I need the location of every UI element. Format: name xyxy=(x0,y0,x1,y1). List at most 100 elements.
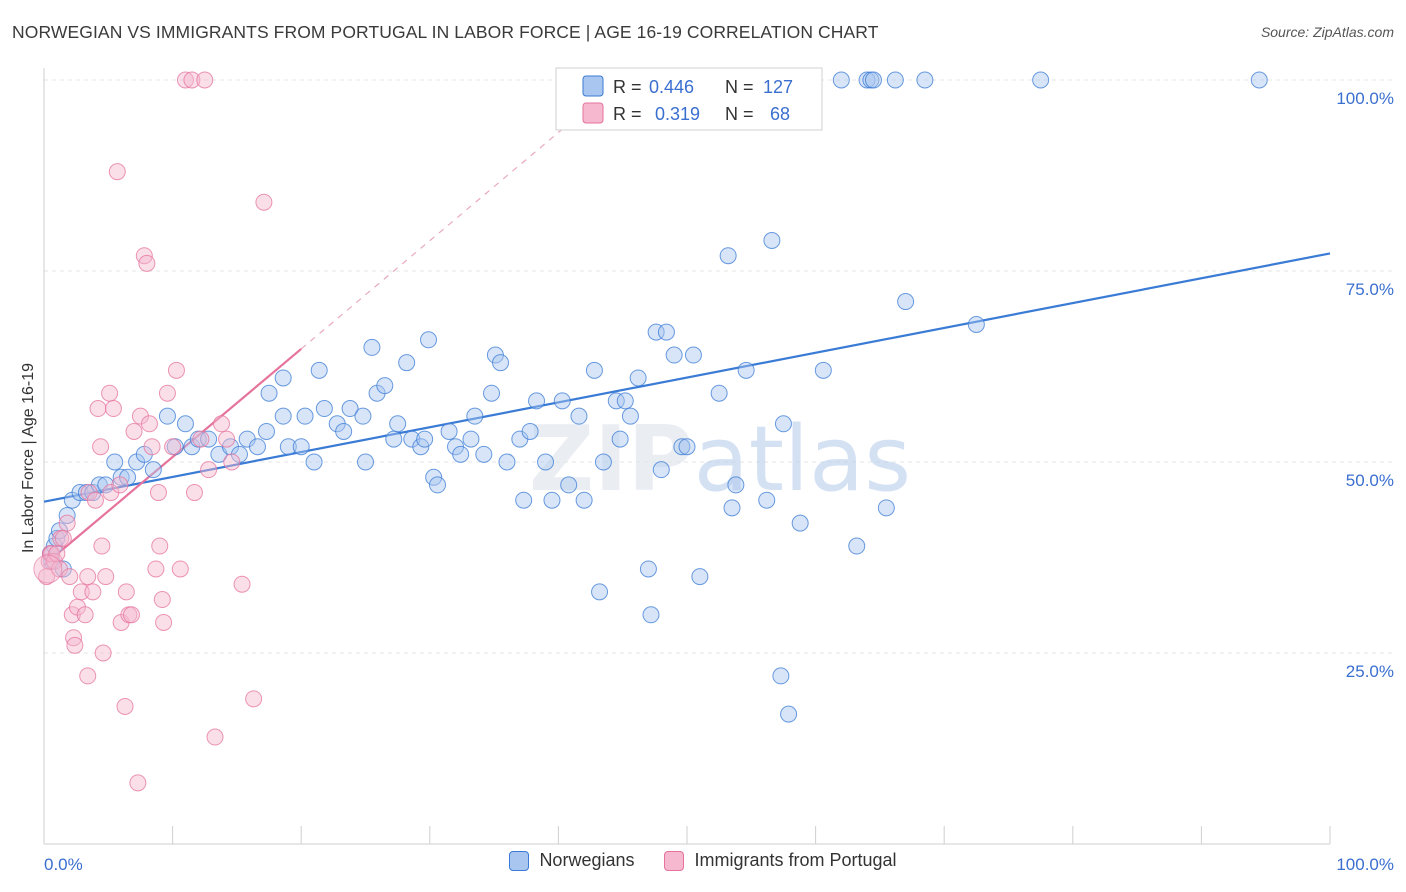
norwegians-point-76 xyxy=(575,491,593,509)
trend-line-norwegians xyxy=(43,252,1331,503)
portugal-point-10 xyxy=(61,568,79,586)
portugal-point-20 xyxy=(84,583,102,601)
norwegians-point-97 xyxy=(723,499,741,517)
portugal-point-50 xyxy=(164,438,182,456)
norwegians-point-75 xyxy=(570,407,588,425)
norwegians-point-56 xyxy=(429,476,447,494)
norwegians-point-84 xyxy=(629,369,647,387)
portugal-point-45 xyxy=(149,484,167,502)
norwegians-point-13 xyxy=(106,453,124,471)
portugal-point-33 xyxy=(116,697,134,715)
norwegians-point-90 xyxy=(665,346,683,364)
norwegians-point-35 xyxy=(292,438,310,456)
norwegians-point-72 xyxy=(543,491,561,509)
norwegians-point-30 xyxy=(257,422,275,440)
x-tick-label-min: 0.0% xyxy=(44,855,83,874)
norwegians-point-86 xyxy=(642,606,660,624)
norwegians-point-38 xyxy=(310,361,328,379)
portugal-point-48 xyxy=(155,613,173,631)
norwegians-point-79 xyxy=(594,453,612,471)
legend-label-norwegians: Norwegians xyxy=(539,850,635,870)
norwegians-point-18 xyxy=(144,461,162,479)
norwegians-point-54 xyxy=(420,331,438,349)
legend-item-norwegians[interactable]: Norwegians xyxy=(509,850,634,871)
norwegians-point-112 xyxy=(877,499,895,517)
norwegians-point-53 xyxy=(416,430,434,448)
portugal-point-58 xyxy=(200,461,218,479)
norwegians-point-47 xyxy=(376,377,394,395)
norwegians-point-115 xyxy=(916,71,934,89)
norwegians-point-52 xyxy=(412,438,430,456)
legend-item-portugal[interactable]: Immigrants from Portugal xyxy=(664,850,897,871)
norwegians-point-36 xyxy=(296,407,314,425)
norwegians-point-37 xyxy=(305,453,323,471)
portugal-point-51 xyxy=(167,361,185,379)
x-tick-label-max: 100.0% xyxy=(1336,855,1394,874)
portugal-point-36 xyxy=(122,606,140,624)
portugal-point-57 xyxy=(196,71,214,89)
portugal-point-43 xyxy=(143,438,161,456)
norwegians-point-73 xyxy=(553,392,571,410)
norwegians-point-61 xyxy=(466,407,484,425)
watermark: ZIPatlas xyxy=(529,407,911,512)
norwegians-point-116 xyxy=(967,315,985,333)
norwegians-point-43 xyxy=(354,407,372,425)
portugal-point-26 xyxy=(97,568,115,586)
norwegians-point-107 xyxy=(832,71,850,89)
trend-lines xyxy=(43,88,1331,566)
portugal-cluster-point xyxy=(33,554,63,584)
norwegians-point-59 xyxy=(452,445,470,463)
norwegians-point-45 xyxy=(363,338,381,356)
norwegians-point-42 xyxy=(341,400,359,418)
portugal-point-13 xyxy=(66,636,84,654)
portugal-point-22 xyxy=(89,400,107,418)
y-tick-label-50: 50.0% xyxy=(1346,471,1394,490)
portugal-point-24 xyxy=(93,537,111,555)
norwegians-point-82 xyxy=(616,392,634,410)
portugal-point-64 xyxy=(245,690,263,708)
portugal-point-8 xyxy=(54,529,72,547)
norwegians-point-21 xyxy=(176,415,194,433)
legend-r-value-2: 0.319 xyxy=(655,104,700,124)
portugal-point-18 xyxy=(79,667,97,685)
portugal-point-42 xyxy=(140,415,158,433)
norwegians-point-94 xyxy=(691,568,709,586)
norwegians-point-49 xyxy=(389,415,407,433)
legend-swatch-norwegians xyxy=(582,75,604,97)
portugal-point-55 xyxy=(185,484,203,502)
norwegians-point-95 xyxy=(710,384,728,402)
norwegians-point-62 xyxy=(475,445,493,463)
watermark-atlas: atlas xyxy=(694,407,912,512)
portugal-point-53 xyxy=(176,71,194,89)
portugal-point-49 xyxy=(158,384,176,402)
stats-legend: R = 0.446 N = 127 R = 0.319 N = 68 xyxy=(555,67,823,131)
norwegians-point-71 xyxy=(537,453,555,471)
portugal-points xyxy=(33,71,273,792)
norwegians-point-108 xyxy=(848,537,866,555)
norwegians-point-34 xyxy=(279,438,297,456)
norwegians-point-77 xyxy=(585,361,603,379)
norwegians-point-101 xyxy=(763,231,781,249)
norwegians-point-55 xyxy=(425,468,443,486)
portugal-point-17 xyxy=(79,568,97,586)
norwegians-point-8 xyxy=(71,484,89,502)
portugal-point-9 xyxy=(58,514,76,532)
portugal-point-30 xyxy=(108,163,126,181)
axes xyxy=(43,68,1331,845)
legend-label-portugal: Immigrants from Portugal xyxy=(694,850,897,870)
legend-n-label-1: N = xyxy=(725,77,754,97)
y-axis-label: In Labor Force | Age 16-19 xyxy=(20,363,37,553)
norwegians-point-69 xyxy=(521,422,539,440)
portugal-point-63 xyxy=(233,575,251,593)
portugal-point-27 xyxy=(101,384,119,402)
legend-n-value-2: 68 xyxy=(770,104,790,124)
norwegians-point-111 xyxy=(864,71,882,89)
y-tick-labels: 25.0% 50.0% 75.0% 100.0% xyxy=(1336,89,1394,681)
portugal-point-56 xyxy=(192,430,210,448)
portugal-point-46 xyxy=(151,537,169,555)
norwegians-point-68 xyxy=(515,491,533,509)
norwegians-point-106 xyxy=(814,361,832,379)
legend-n-label-2: N = xyxy=(725,104,754,124)
portugal-point-29 xyxy=(104,400,122,418)
